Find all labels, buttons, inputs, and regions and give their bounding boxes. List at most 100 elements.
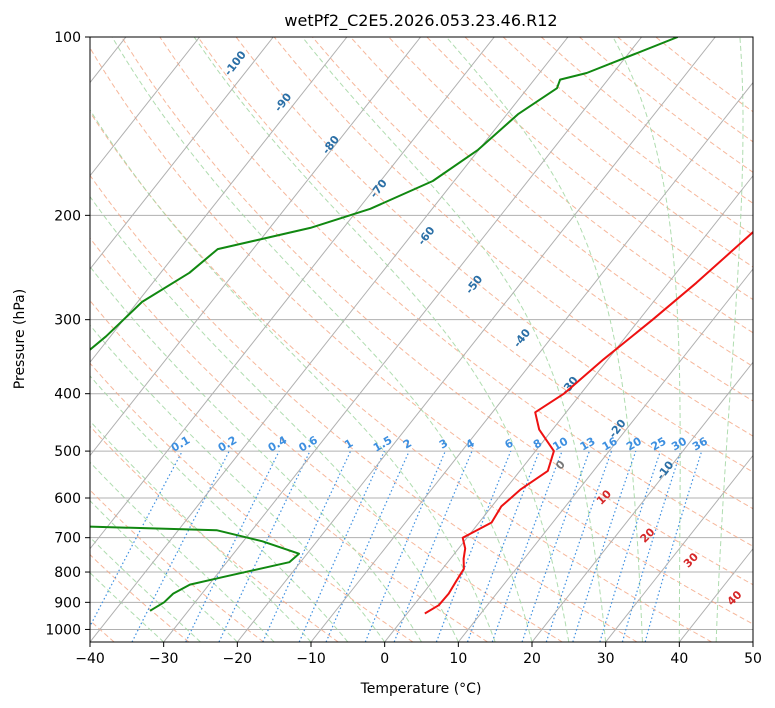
- mixing-ratio-line: [491, 450, 563, 642]
- mixing-ratio-line: [90, 450, 183, 628]
- moist-adiabat-line: [193, 37, 570, 642]
- mixing-ratio-line: [131, 450, 230, 642]
- moist-adiabat-label: 40: [725, 588, 745, 608]
- mixing-ratio-label: 1: [342, 437, 355, 452]
- mixing-ratio-line: [572, 450, 637, 642]
- dry-adiabat-label: -100: [222, 48, 249, 78]
- moist-adiabat-line: [90, 265, 422, 642]
- dry-adiabat-line: [90, 47, 753, 625]
- dry-adiabat-line: [90, 174, 638, 642]
- dry-adiabat-line: [90, 425, 339, 642]
- x-tick-label: −40: [75, 651, 105, 667]
- y-axis: 100 200 300 400 500 600 700 800 900 1000: [45, 30, 90, 638]
- moist-adiabat-line: [752, 634, 753, 642]
- x-axis: −40 −30 −20 −10 0 10 20 30 40 50: [75, 642, 762, 667]
- isotherm-line: [457, 268, 753, 642]
- isotherm-line: [678, 547, 753, 642]
- dry-adiabat-label: -60: [415, 224, 438, 248]
- x-tick-label: 40: [670, 651, 688, 667]
- isotherm-line: [163, 37, 643, 642]
- isotherm-line: [90, 37, 422, 457]
- dry-adiabat-line: [197, 37, 753, 510]
- x-tick-label: −10: [296, 651, 326, 667]
- chart-title: wetPf2_C2E5.2026.053.23.46.R12: [284, 11, 557, 31]
- mixing-ratio-label: 6: [502, 436, 515, 451]
- isotherm-line: [90, 37, 495, 550]
- plot-area: -100-90-80-70-60-50-40-30-20-100.1 0.2 0.4…: [90, 37, 753, 642]
- y-tick-label: 900: [54, 595, 81, 611]
- x-tick-label: 50: [744, 651, 762, 667]
- isotherm-line: [310, 81, 753, 642]
- isotherm-line: [531, 361, 753, 642]
- dry-adiabats: [90, 37, 753, 642]
- dry-adiabat-label: -80: [320, 133, 343, 157]
- dry-adiabat-line: [235, 37, 753, 473]
- y-tick-label: 500: [54, 444, 81, 460]
- moist-adiabat-line: [90, 461, 275, 642]
- mixing-ratio-label: 8: [531, 437, 544, 452]
- moist-adiabat-line: [90, 536, 201, 642]
- dry-adiabat-line: [90, 111, 712, 642]
- moist-adiabat-line: [90, 420, 312, 642]
- dry-adiabat-line: [90, 362, 414, 642]
- mixing-ratio-line: [325, 450, 410, 642]
- x-tick-label: −20: [223, 651, 253, 667]
- temperature-profile-line: [424, 230, 753, 615]
- mixing-ratio-line: [364, 450, 446, 642]
- dry-adiabat-line: [90, 554, 190, 642]
- mixing-ratio-line: [298, 450, 385, 642]
- moist-adiabat-line: [301, 37, 607, 642]
- mixing-ratio-line: [521, 450, 590, 642]
- isotherm-line: [752, 641, 753, 642]
- y-tick-label: 800: [54, 565, 81, 581]
- moist-adiabat-line: [90, 109, 496, 642]
- mixing-ratio-line: [644, 450, 703, 642]
- y-tick-label: 100: [54, 30, 81, 46]
- dry-adiabat-label: -90: [272, 90, 295, 114]
- moist-adiabat-line: [111, 37, 533, 642]
- mixing-ratio-line: [466, 450, 540, 642]
- y-tick-label: 400: [54, 387, 81, 403]
- x-tick-label: 0: [380, 651, 389, 667]
- mixing-ratio-line: [435, 450, 512, 642]
- dry-adiabat-line: [121, 37, 753, 586]
- y-tick-label: 600: [54, 491, 81, 507]
- mixing-ratio-label: 3: [437, 437, 450, 452]
- dry-adiabat-line: [312, 37, 753, 402]
- mixing-ratio-line: [545, 450, 613, 642]
- x-tick-label: 10: [449, 651, 467, 667]
- y-tick-label: 300: [54, 313, 81, 329]
- y-axis-label: Pressure (hPa): [12, 289, 28, 389]
- plot-frame: [89, 36, 754, 643]
- dry-adiabat-label: -40: [511, 326, 534, 350]
- dry-adiabat-line: [159, 37, 753, 547]
- isotherms: [90, 37, 753, 642]
- mixing-ratio-line: [621, 450, 682, 642]
- dry-adiabat-line: [350, 37, 753, 368]
- mixing-ratio-line: [599, 450, 661, 642]
- moist-adiabat-line: [90, 324, 386, 642]
- mixing-ratio-label: 4: [464, 436, 477, 451]
- dewpoint-profile-line: [90, 37, 679, 612]
- isotherm-line: [236, 37, 716, 642]
- y-tick-label: 1000: [45, 622, 81, 638]
- moist-adiabat-line: [715, 37, 744, 642]
- x-tick-label: 30: [597, 651, 615, 667]
- isotherm-line: [90, 37, 201, 177]
- moist-adiabat-label: 0: [553, 458, 568, 473]
- x-axis-label: Temperature (°C): [360, 681, 482, 697]
- dry-adiabat-line: [90, 489, 264, 642]
- dry-adiabat-label: -50: [463, 273, 486, 297]
- dry-adiabat-line: [426, 37, 753, 301]
- dry-adiabat-line: [273, 37, 753, 437]
- isotherm-line: [90, 37, 274, 270]
- dry-adiabat-line: [655, 37, 753, 113]
- x-tick-label: 20: [523, 651, 541, 667]
- profile-series: [90, 37, 753, 615]
- y-tick-label: 700: [54, 531, 81, 547]
- moist-adiabat-line: [90, 195, 459, 642]
- dry-adiabat-line: [90, 299, 488, 642]
- moist-adiabat-label: 20: [638, 525, 658, 545]
- isotherm-line: [90, 37, 569, 642]
